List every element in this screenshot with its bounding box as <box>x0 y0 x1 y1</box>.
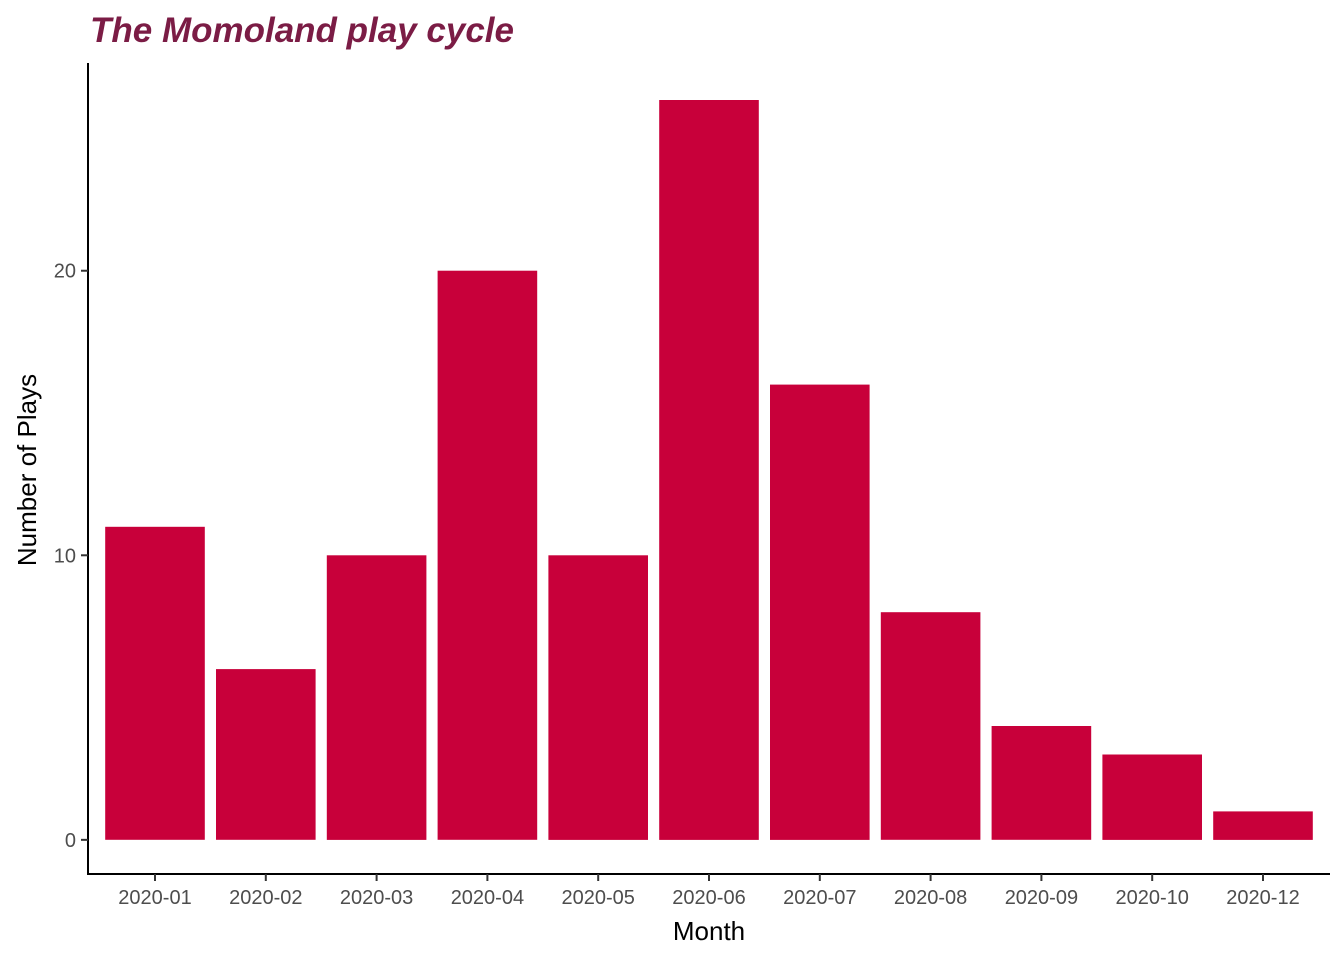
y-ticks-group: 0 10 20 <box>54 261 88 852</box>
bar-2020-07 <box>770 384 870 840</box>
x-tick-label: 2020-03 <box>340 887 413 909</box>
x-ticks-group: 2020-01 2020-02 2020-03 2020-04 2020-05 2020-… <box>118 874 1300 909</box>
bar-2020-01 <box>105 526 205 840</box>
bar-2020-10 <box>1102 754 1202 840</box>
x-tick-label: 2020-01 <box>118 887 191 909</box>
y-tick-label: 20 <box>54 261 76 283</box>
y-tick-label: 10 <box>54 545 76 567</box>
bars-group <box>105 100 1313 840</box>
bar-2020-02 <box>216 669 316 840</box>
chart-title: The Momoland play cycle <box>90 11 514 50</box>
x-tick-label: 2020-12 <box>1226 887 1299 909</box>
bar-2020-05 <box>548 555 648 840</box>
x-tick-label: 2020-10 <box>1115 887 1188 909</box>
x-tick-label: 2020-06 <box>672 887 745 909</box>
x-tick-label: 2020-04 <box>451 887 524 909</box>
bar-2020-03 <box>326 555 427 840</box>
y-axis-label: Number of Plays <box>12 374 42 566</box>
x-tick-label: 2020-09 <box>1005 887 1078 909</box>
x-tick-label: 2020-08 <box>894 887 967 909</box>
bar-2020-04 <box>437 270 538 840</box>
bar-2020-12 <box>1213 811 1313 840</box>
x-tick-label: 2020-05 <box>561 887 634 909</box>
bar-2020-09 <box>991 726 1092 840</box>
bar-2020-06 <box>659 100 759 840</box>
x-tick-label: 2020-02 <box>229 887 302 909</box>
y-tick-label: 0 <box>65 830 76 852</box>
x-axis-label: Month <box>673 916 745 946</box>
x-tick-label: 2020-07 <box>783 887 856 909</box>
bar-2020-08 <box>880 612 981 840</box>
